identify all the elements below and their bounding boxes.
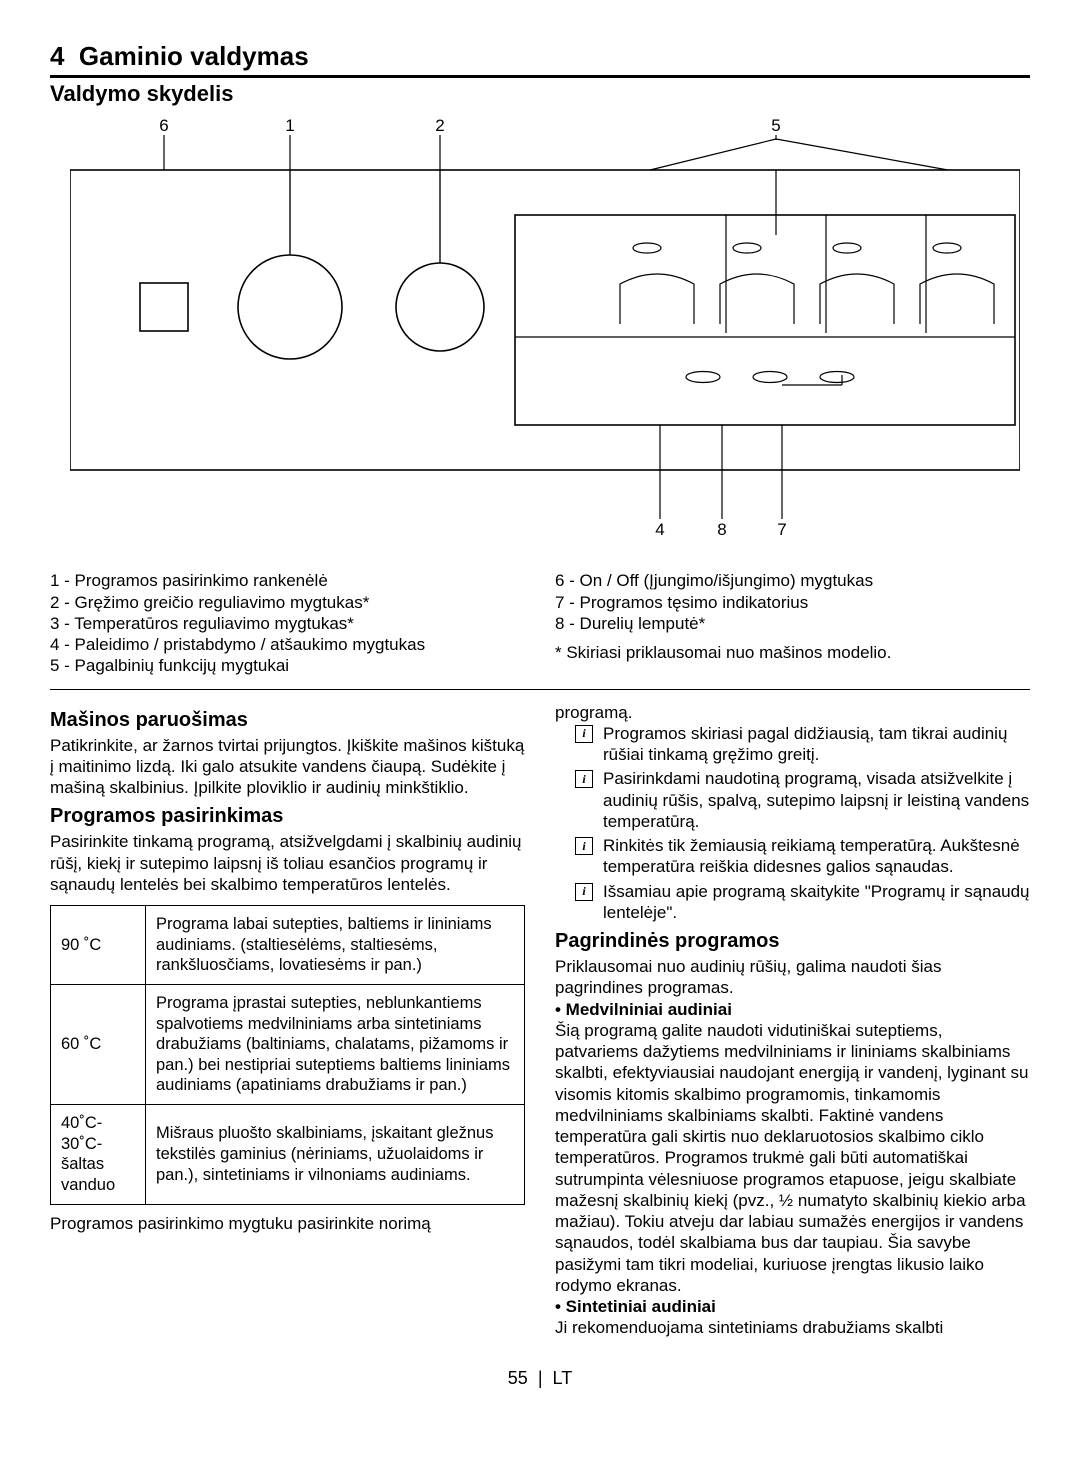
info-text: Programos skiriasi pagal didžiausią, tam… <box>603 723 1030 766</box>
table-cell-temp: 40˚C-30˚C- šaltas vanduo <box>51 1105 146 1205</box>
info-item: i Programos skiriasi pagal didžiausią, ta… <box>555 723 1030 766</box>
heading-preparation: Mašinos paruošimas <box>50 708 525 733</box>
svg-text:8: 8 <box>717 520 726 539</box>
svg-text:2: 2 <box>435 116 444 135</box>
legend-item: 6 - On / Off (Įjungimo/išjungimo) mygtuk… <box>555 570 1030 591</box>
info-text: Pasirinkdami naudotiną programą, visada … <box>603 768 1030 832</box>
body-columns: Mašinos paruošimas Patikrinkite, ar žarn… <box>50 702 1030 1339</box>
control-panel-diagram: 6 1 2 5 4 8 7 <box>70 115 1010 550</box>
divider <box>50 689 1030 690</box>
preparation-text: Patikrinkite, ar žarnos tvirtai prijungt… <box>50 735 525 799</box>
body-col-right: programą. i Programos skiriasi pagal didž… <box>555 702 1030 1339</box>
svg-text:7: 7 <box>777 520 786 539</box>
table-cell-desc: Programa įprastai sutepties, neblunkanti… <box>146 984 525 1104</box>
section-title-text: Gaminio valdymas <box>79 41 309 71</box>
svg-text:5: 5 <box>771 116 780 135</box>
info-item: i Išsamiau apie programą skaitykite "Prog… <box>555 881 1030 924</box>
continuation-text: programą. <box>555 702 1030 723</box>
info-icon: i <box>575 725 593 743</box>
info-text: Išsamiau apie programą skaitykite "Progr… <box>603 881 1030 924</box>
table-cell-temp: 90 ˚C <box>51 906 146 985</box>
heading-synthetic: • Sintetiniai audiniai <box>555 1296 1030 1317</box>
table-cell-temp: 60 ˚C <box>51 984 146 1104</box>
svg-text:4: 4 <box>655 520 664 539</box>
heading-cotton: • Medvilniniai audiniai <box>555 999 1030 1020</box>
legend-item: 2 - Gręžimo greičio reguliavimo mygtukas… <box>50 592 525 613</box>
legend-item: 1 - Programos pasirinkimo rankenėlė <box>50 570 525 591</box>
temperature-table: 90 ˚CPrograma labai sutepties, baltiems … <box>50 905 525 1205</box>
heading-main-programs: Pagrindinės programos <box>555 929 1030 954</box>
section-number: 4 <box>50 41 64 71</box>
subsection-title: Valdymo skydelis <box>50 80 1030 108</box>
legend-item: 4 - Paleidimo / pristabdymo / atšaukimo … <box>50 634 525 655</box>
legend-item: 8 - Durelių lemputė* <box>555 613 1030 634</box>
info-icon: i <box>575 770 593 788</box>
info-item: i Pasirinkdami naudotiną programą, visada… <box>555 768 1030 832</box>
info-text: Rinkitės tik žemiausią reikiamą temperat… <box>603 835 1030 878</box>
svg-text:6: 6 <box>159 116 168 135</box>
legend-left: 1 - Programos pasirinkimo rankenėlė2 - G… <box>50 570 525 676</box>
heading-selection: Programos pasirinkimas <box>50 804 525 829</box>
body-col-left: Mašinos paruošimas Patikrinkite, ar žarn… <box>50 702 525 1339</box>
cotton-text: Šią programą galite naudoti vidutiniškai… <box>555 1020 1030 1296</box>
main-intro-text: Priklausomai nuo audinių rūšių, galima n… <box>555 956 1030 999</box>
page-number: 55 <box>508 1368 528 1388</box>
section-heading: 4 Gaminio valdymas <box>50 40 1030 78</box>
legend-item: 5 - Pagalbinių funkcijų mygtukai <box>50 655 525 676</box>
table-cell-desc: Programa labai sutepties, baltiems ir li… <box>146 906 525 985</box>
svg-text:1: 1 <box>285 116 294 135</box>
legend-columns: 1 - Programos pasirinkimo rankenėlė2 - G… <box>50 570 1030 676</box>
page-footer: 55 | LT <box>50 1367 1030 1390</box>
synthetic-text: Ji rekomenduojama sintetiniams drabužiam… <box>555 1317 1030 1338</box>
info-item: i Rinkitės tik žemiausią reikiamą tempera… <box>555 835 1030 878</box>
selection-text: Pasirinkite tinkamą programą, atsižvelgd… <box>50 831 525 895</box>
info-icon: i <box>575 883 593 901</box>
legend-right: 6 - On / Off (Įjungimo/išjungimo) mygtuk… <box>555 570 1030 676</box>
legend-item: 3 - Temperatūros reguliavimo mygtukas* <box>50 613 525 634</box>
page-lang: LT <box>553 1368 573 1388</box>
panel-svg: 6 1 2 5 4 8 7 <box>70 115 1020 545</box>
legend-footnote: * Skiriasi priklausomai nuo mašinos mode… <box>555 642 1030 663</box>
table-cell-desc: Mišraus pluošto skalbiniams, įskaitant g… <box>146 1105 525 1205</box>
legend-item: 7 - Programos tęsimo indikatorius <box>555 592 1030 613</box>
info-icon: i <box>575 837 593 855</box>
after-table-text: Programos pasirinkimo mygtuku pasirinkit… <box>50 1213 525 1234</box>
info-list: i Programos skiriasi pagal didžiausią, ta… <box>555 723 1030 923</box>
